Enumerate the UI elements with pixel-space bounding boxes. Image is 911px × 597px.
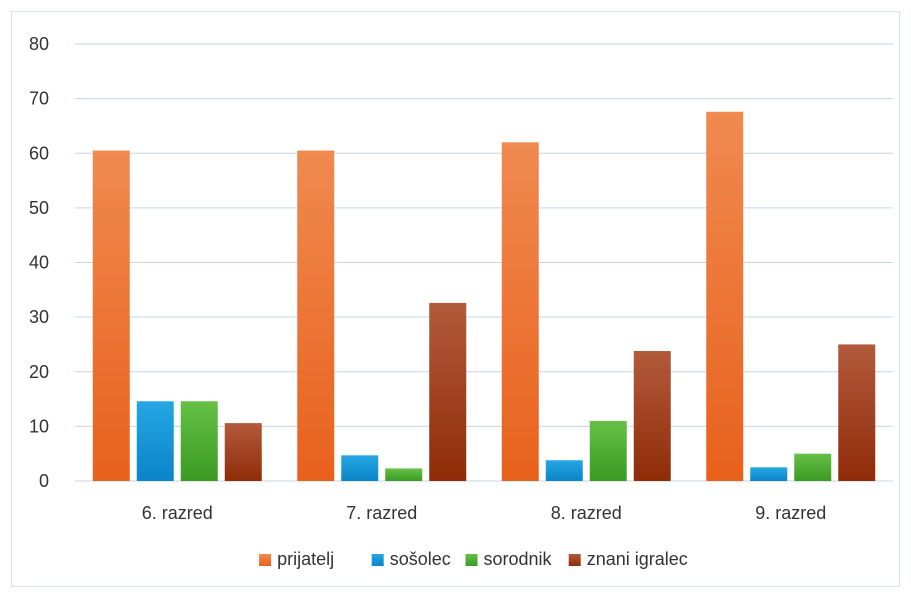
x-tick-label: 7. razred: [346, 503, 417, 523]
bar: [136, 401, 174, 481]
bar: [341, 455, 379, 481]
legend-swatch: [259, 554, 272, 566]
legend-swatch: [465, 554, 478, 566]
y-tick-label: 60: [29, 143, 49, 163]
legend-swatch: [568, 554, 581, 566]
legend-label: sošolec: [390, 549, 451, 569]
bar: [429, 302, 467, 481]
y-axis-ticks: 0 10 20 30 40 50 60 70 80: [29, 34, 49, 491]
bar: [706, 111, 744, 482]
x-axis-labels: 6. razred 7. razred 8. razred 9. razred: [142, 503, 827, 523]
bar: [297, 150, 335, 482]
y-tick-label: 0: [39, 471, 49, 491]
bar: [385, 468, 423, 481]
x-tick-label: 6. razred: [142, 503, 213, 523]
y-tick-label: 30: [29, 307, 49, 327]
y-tick-label: 20: [29, 362, 49, 382]
legend-label: prijatelj: [277, 549, 334, 569]
bar: [501, 142, 539, 481]
bar: [589, 420, 627, 481]
bar: [180, 401, 218, 481]
y-tick-label: 50: [29, 198, 49, 218]
y-tick-label: 10: [29, 416, 49, 436]
legend-label: sorodnik: [484, 549, 553, 569]
bar: [224, 423, 262, 481]
bar: [545, 460, 583, 481]
bar: [633, 350, 671, 481]
x-tick-label: 9. razred: [755, 503, 826, 523]
legend-label: znani igralec: [587, 549, 688, 569]
y-tick-label: 40: [29, 253, 49, 273]
legend-swatch: [371, 554, 384, 566]
bar: [750, 467, 788, 481]
bar: [92, 150, 130, 482]
legend: prijatelj sošolec sorodnik znani igralec: [259, 549, 688, 569]
bar: [794, 453, 832, 481]
bar: [838, 344, 876, 481]
x-tick-label: 8. razred: [551, 503, 622, 523]
bars: [92, 111, 876, 482]
chart-frame: [11, 11, 900, 587]
y-tick-label: 80: [29, 34, 49, 54]
y-tick-label: 70: [29, 89, 49, 109]
